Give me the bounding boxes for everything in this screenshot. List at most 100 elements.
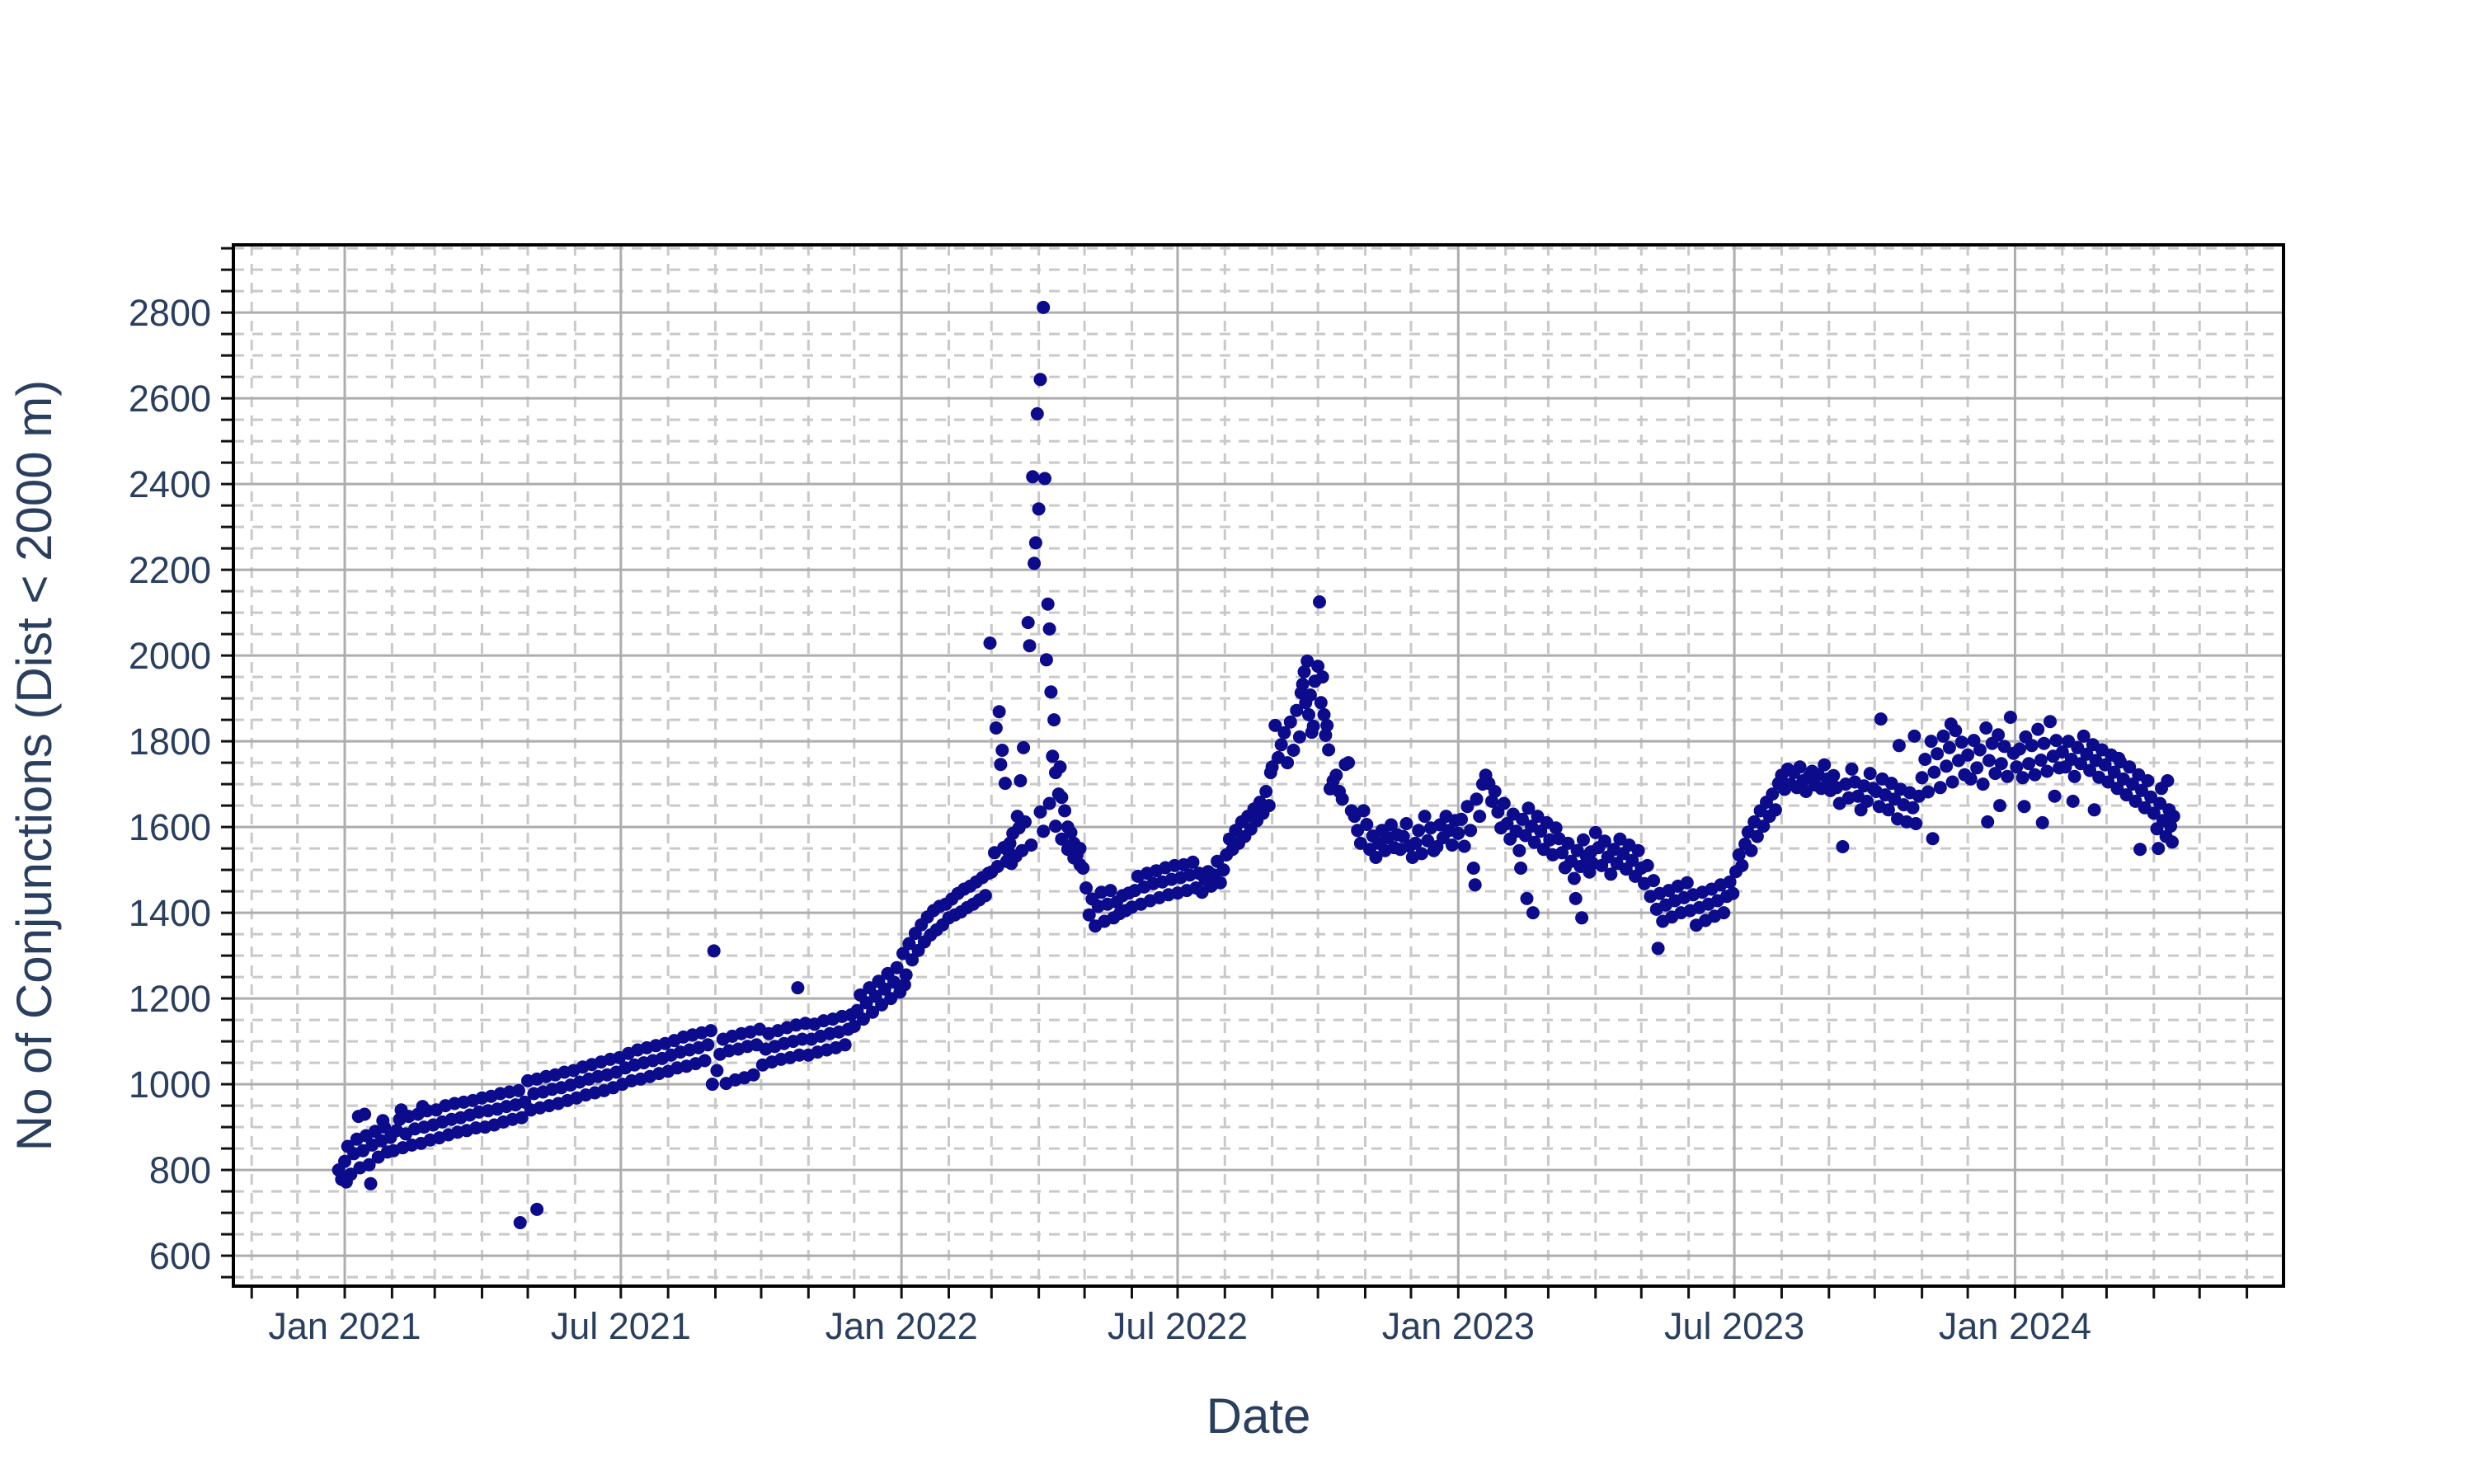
data-point: [1750, 829, 1764, 843]
scatter-points: [332, 300, 2180, 1229]
data-point: [364, 1176, 378, 1190]
data-point: [2044, 715, 2057, 729]
data-point: [513, 1216, 527, 1229]
data-point: [1079, 881, 1093, 895]
y-tick-label: 1800: [129, 721, 211, 763]
data-point: [1014, 774, 1028, 787]
data-point: [1259, 785, 1273, 798]
data-point: [704, 1024, 717, 1038]
data-point: [1981, 815, 1995, 829]
data-point: [1055, 791, 1069, 805]
data-point: [1625, 853, 1639, 867]
y-tick-label: 1400: [129, 892, 211, 934]
data-point: [2035, 815, 2049, 829]
data-point: [1300, 654, 1315, 668]
data-point: [1455, 812, 1468, 826]
data-point: [1500, 817, 1514, 830]
data-point: [1360, 818, 1374, 831]
data-point: [884, 992, 898, 1006]
data-point: [1412, 824, 1426, 838]
data-point: [1961, 748, 1975, 762]
data-point: [1103, 884, 1117, 898]
y-tick-label: 2600: [129, 378, 211, 420]
data-point: [1924, 735, 1938, 749]
y-tick-label: 600: [149, 1235, 211, 1277]
data-point: [1732, 848, 1746, 862]
data-point: [1945, 775, 1959, 789]
data-point: [2147, 806, 2161, 820]
data-point: [2152, 842, 2166, 856]
data-point: [1933, 781, 1947, 795]
data-point: [378, 1120, 392, 1134]
data-point: [2153, 796, 2167, 810]
data-point: [2067, 769, 2081, 783]
data-point: [1793, 760, 1807, 774]
data-point: [1470, 792, 1484, 806]
data-point: [515, 1111, 529, 1125]
data-point: [1049, 819, 1062, 834]
data-point: [705, 1078, 719, 1092]
data-point: [887, 975, 901, 989]
data-point: [1964, 772, 1978, 786]
data-point: [1757, 819, 1771, 834]
data-point: [1466, 862, 1480, 875]
data-point: [2010, 760, 2024, 774]
data-point: [1297, 665, 1311, 679]
data-point: [1931, 747, 1945, 761]
data-point: [1042, 796, 1056, 810]
y-tick-label: 1600: [129, 806, 211, 848]
data-point: [1799, 785, 1813, 798]
data-point: [1577, 833, 1590, 847]
x-tick-labels: Jan 2021 Jul 2021 Jan 2022 Jul 2022 Jan 2023…: [268, 1305, 2091, 1347]
data-point: [1042, 622, 1056, 636]
data-point: [710, 1064, 724, 1078]
data-point: [1409, 836, 1423, 850]
data-point: [1464, 824, 1478, 838]
x-tick-label: Jan 2022: [825, 1305, 978, 1347]
data-point: [1906, 801, 1920, 815]
y-tick-label: 2400: [129, 463, 211, 505]
data-point: [1918, 753, 1932, 766]
data-point: [1976, 777, 1990, 791]
data-point: [530, 1202, 544, 1216]
data-point: [1597, 834, 1611, 848]
data-point: [793, 1048, 807, 1062]
data-point: [1936, 729, 1950, 743]
data-point: [859, 996, 873, 1010]
data-point: [1414, 847, 1428, 861]
data-point: [2166, 835, 2179, 849]
data-point: [1384, 818, 1398, 832]
data-point: [1026, 470, 1040, 484]
data-point: [2022, 757, 2036, 771]
data-point: [1003, 836, 1017, 850]
data-point: [896, 946, 910, 960]
data-point: [1518, 829, 1532, 843]
data-point: [1041, 597, 1055, 611]
data-point: [1053, 760, 1067, 774]
data-point: [1342, 756, 1356, 770]
data-point: [1292, 730, 1306, 744]
data-point: [2166, 810, 2180, 824]
y-tick-label: 2200: [129, 549, 211, 591]
data-point: [1497, 796, 1511, 810]
data-point: [1046, 749, 1060, 763]
data-point: [2074, 757, 2087, 771]
data-point: [1039, 653, 1053, 667]
data-point: [897, 978, 911, 992]
data-point: [847, 1019, 861, 1033]
data-point: [1468, 878, 1482, 892]
data-point: [1640, 858, 1654, 872]
data-point: [1915, 771, 1929, 785]
y-tick-label: 1000: [129, 1064, 211, 1106]
data-point: [1827, 768, 1841, 782]
data-point: [1076, 862, 1090, 875]
data-point: [1516, 812, 1529, 826]
data-point: [1216, 863, 1230, 877]
data-point: [1473, 810, 1487, 824]
data-point: [1322, 743, 1336, 757]
data-point: [1979, 721, 1993, 735]
data-point: [2083, 763, 2097, 777]
x-tick-label: Jan 2021: [268, 1305, 421, 1347]
data-point: [2048, 789, 2062, 803]
